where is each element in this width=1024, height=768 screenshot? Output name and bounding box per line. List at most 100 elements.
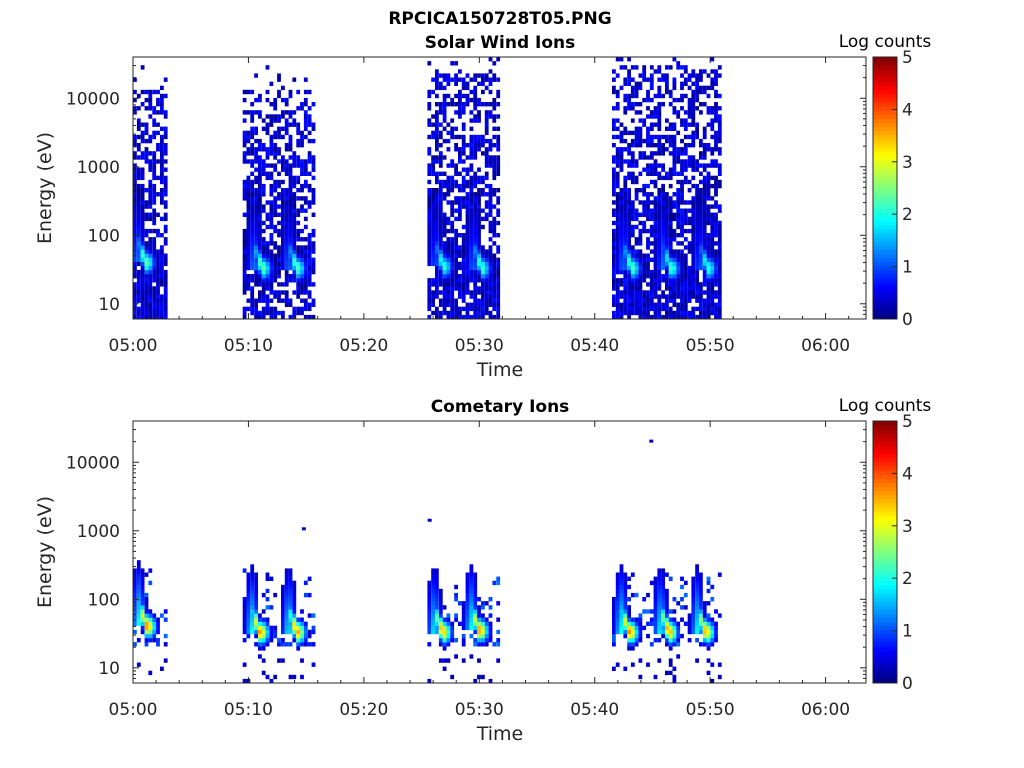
spectrogram-cell (144, 188, 149, 193)
spectrogram-cell (687, 269, 692, 275)
spectrogram-cell (665, 253, 669, 258)
spectrogram-cell (615, 265, 620, 271)
spectrogram-cell (296, 286, 301, 291)
spectrogram-cell (619, 261, 624, 267)
spectrogram-cell (488, 208, 493, 213)
colorbar-tick-label: 1 (902, 258, 913, 278)
spectrogram-cell (258, 138, 262, 144)
spectrogram-cell (265, 257, 270, 262)
spectrogram-cell (242, 143, 247, 148)
spectrogram-cell (492, 106, 497, 111)
spectrogram-cell (695, 130, 699, 136)
spectrogram-cell (284, 147, 289, 152)
spectrogram-cell (653, 241, 658, 246)
spectrogram-cell (242, 212, 247, 217)
spectrogram-cell (469, 261, 474, 267)
spectrogram-cell (242, 278, 247, 283)
spectrogram-cell (431, 220, 435, 226)
spectrogram-cell (492, 155, 497, 160)
spectrogram-cell (710, 298, 715, 303)
spectrogram-cell (442, 241, 447, 246)
spectrogram-cell (668, 646, 673, 651)
spectrogram-cell (714, 233, 718, 238)
spectrogram-cell (144, 642, 149, 647)
spectrogram-cell (300, 204, 304, 209)
spectrogram-cell (706, 314, 711, 320)
spectrogram-cell (133, 265, 137, 271)
spectrogram-cell (156, 233, 160, 238)
spectrogram-cell (269, 122, 274, 127)
spectrogram-cell (484, 159, 489, 164)
panel-title: Cometary Ions (431, 397, 570, 417)
spectrogram-cell (446, 200, 451, 205)
spectrogram-cell (657, 617, 662, 622)
spectrogram-cell (431, 253, 435, 258)
x-tick-label: 05:00 (109, 336, 158, 356)
spectrogram-cell (615, 118, 620, 123)
spectrogram-cell (281, 167, 285, 172)
spectrogram-cell (638, 298, 643, 303)
spectrogram-cell (612, 77, 616, 82)
spectrogram-cell (163, 204, 168, 209)
spectrogram-cell (461, 290, 466, 295)
spectrogram-cell (265, 306, 270, 312)
spectrogram-cell (657, 265, 662, 271)
spectrogram-cell (140, 302, 145, 307)
colorbar-segment (873, 646, 897, 651)
spectrogram-cell (661, 216, 665, 222)
spectrogram-cell (254, 220, 258, 226)
spectrogram-cell (254, 200, 258, 205)
spectrogram-cell (458, 147, 462, 152)
spectrogram-cell (680, 151, 684, 156)
spectrogram-cell (246, 138, 251, 144)
spectrogram-cell (630, 294, 635, 299)
spectrogram-cell (461, 282, 466, 287)
spectrogram-cell (254, 302, 258, 307)
spectrogram-cell (160, 102, 164, 107)
colorbar-segment (873, 539, 897, 545)
spectrogram-cell (454, 257, 458, 262)
spectrogram-cell (442, 633, 447, 639)
spectrogram-cell (672, 147, 677, 152)
spectrogram-cell (246, 617, 251, 622)
spectrogram-cell (665, 572, 669, 577)
spectrogram-cell (288, 155, 293, 160)
spectrogram-cell (615, 597, 620, 602)
spectrogram-cell (281, 204, 285, 209)
spectrogram-cell (254, 580, 258, 586)
spectrogram-cell (477, 233, 481, 238)
spectrogram-cell (292, 175, 297, 181)
spectrogram-cell (627, 245, 631, 250)
spectrogram-cell (311, 625, 316, 631)
spectrogram-cell (133, 592, 137, 598)
spectrogram-cell (435, 224, 439, 230)
spectrogram-cell (683, 122, 688, 127)
spectrogram-cell (277, 126, 281, 131)
spectrogram-cell (144, 306, 149, 312)
spectrogram-cell (461, 633, 466, 639)
spectrogram-cell (699, 253, 703, 258)
spectrogram-cell (695, 183, 699, 189)
spectrogram-cell (484, 171, 489, 176)
spectrogram-cell (717, 662, 722, 667)
spectrogram-cell (691, 294, 696, 299)
spectrogram-cell (661, 294, 665, 299)
spectrogram-cell (649, 167, 654, 172)
spectrogram-cell (612, 253, 616, 258)
spectrogram-cell (254, 576, 258, 581)
spectrogram-cell (427, 151, 432, 156)
spectrogram-cell (691, 625, 696, 631)
spectrogram-cell (653, 143, 658, 148)
spectrogram-cell (307, 114, 312, 119)
colorbar-segment (873, 253, 897, 259)
spectrogram-cell (431, 584, 435, 590)
spectrogram-cell (144, 625, 149, 631)
spectrogram-cell (695, 298, 699, 303)
spectrogram-cell (446, 638, 451, 643)
spectrogram-cell (144, 609, 149, 614)
spectrogram-cell (431, 241, 435, 246)
spectrogram-cell (454, 167, 458, 172)
spectrogram-cell (265, 274, 270, 279)
spectrogram-cell (152, 274, 157, 279)
